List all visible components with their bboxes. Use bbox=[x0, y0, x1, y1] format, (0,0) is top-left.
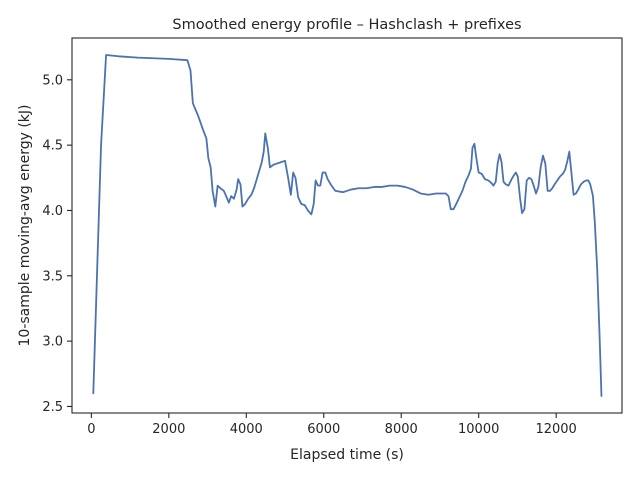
x-tick-label: 4000 bbox=[230, 422, 263, 437]
y-tick-label: 3.0 bbox=[42, 335, 63, 350]
y-tick-label: 4.0 bbox=[42, 204, 63, 219]
y-axis-label: 10-sample moving-avg energy (kJ) bbox=[17, 105, 33, 347]
x-tick-label: 8000 bbox=[385, 422, 418, 437]
y-tick-label: 4.5 bbox=[42, 139, 63, 154]
x-tick-label: 0 bbox=[87, 422, 95, 437]
x-tick-label: 6000 bbox=[307, 422, 340, 437]
energy-series-line bbox=[92, 54, 603, 397]
x-axis-label: Elapsed time (s) bbox=[290, 447, 404, 463]
plot-area-frame bbox=[71, 37, 623, 414]
x-tick-label: 10000 bbox=[458, 422, 499, 437]
x-tick-label: 12000 bbox=[535, 422, 576, 437]
y-tick-label: 2.5 bbox=[42, 400, 63, 415]
y-axis-ticks: 2.5 3.0 3.5 4.0 4.5 5.0 bbox=[42, 73, 72, 415]
y-tick-label: 3.5 bbox=[42, 269, 63, 284]
x-axis-ticks: 0 2000 4000 6000 8000 10000 12000 bbox=[87, 413, 577, 437]
x-tick-label: 2000 bbox=[152, 422, 185, 437]
y-tick-label: 5.0 bbox=[42, 73, 63, 88]
chart-title: Smoothed energy profile – Hashclash + pr… bbox=[172, 17, 521, 33]
